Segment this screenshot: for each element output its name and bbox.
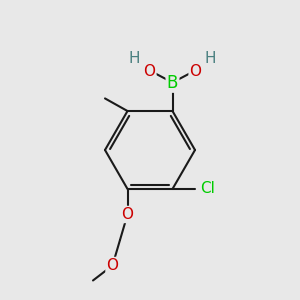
Text: O: O xyxy=(190,64,202,79)
Text: O: O xyxy=(122,207,134,222)
Text: H: H xyxy=(129,51,140,66)
Text: B: B xyxy=(167,74,178,92)
Text: O: O xyxy=(143,64,155,79)
Text: Cl: Cl xyxy=(200,182,215,196)
Text: H: H xyxy=(205,51,216,66)
Text: O: O xyxy=(106,258,119,273)
